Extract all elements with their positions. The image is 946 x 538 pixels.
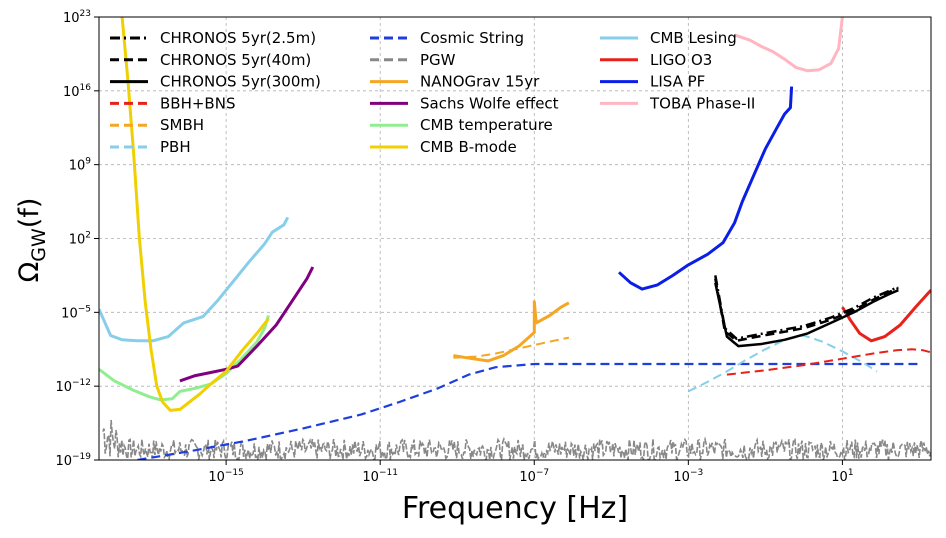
y-tick-label: 10−5 xyxy=(61,304,91,321)
y-tick-exp: 16 xyxy=(80,83,92,93)
x-tick-exp: −7 xyxy=(536,468,549,478)
y-axis-label: ΩGW(f) xyxy=(14,198,50,283)
series-pbh xyxy=(687,334,878,393)
legend-item-chronos-5yr-2-5m: CHRONOS 5yr(2.5m) xyxy=(110,29,316,47)
series-cmb-temperature xyxy=(99,315,270,402)
x-tick-label: 10−3 xyxy=(673,468,703,485)
y-tick-base: 10 xyxy=(55,454,72,469)
series-cmb-lesing xyxy=(99,216,290,343)
series-sachs-wolfe-effect xyxy=(179,266,315,383)
series-cmb-b-mode xyxy=(120,17,270,412)
legend-item-toba-phase-ii: TOBA Phase-II xyxy=(600,94,755,112)
legend-item-bbh-bns: BBH+BNS xyxy=(110,94,235,112)
x-tick-exp: −15 xyxy=(225,468,244,478)
series-cosmic-string xyxy=(137,362,920,460)
legend: CHRONOS 5yr(2.5m) CHRONOS 5yr(40m) CHRONOS… xyxy=(110,29,755,156)
series-smbh xyxy=(453,336,570,359)
y-tick-exp: −19 xyxy=(72,452,91,462)
x-tick-label: 10−15 xyxy=(208,468,244,485)
legend-item-cosmic-string: Cosmic String xyxy=(370,29,524,47)
x-tick-label: 10−11 xyxy=(362,468,398,485)
y-axis-label-sub: GW xyxy=(28,228,50,262)
legend-item-nanograv-15yr: NANOGrav 15yr xyxy=(370,73,540,91)
x-tick-exp: 1 xyxy=(848,468,854,478)
legend-label: PGW xyxy=(420,51,456,69)
legend-item-pgw: PGW xyxy=(370,51,456,69)
legend-item-smbh: SMBH xyxy=(110,116,204,134)
legend-label: NANOGrav 15yr xyxy=(420,73,540,91)
legend-label: Sachs Wolfe effect xyxy=(420,94,559,112)
legend-label: TOBA Phase-II xyxy=(649,94,755,112)
y-axis-label-main: Ω xyxy=(14,262,45,283)
series-chronos-5yr-300m xyxy=(714,282,899,348)
x-tick-base: 10 xyxy=(519,470,536,485)
legend-label: LIGO O3 xyxy=(650,51,712,69)
legend-label: BBH+BNS xyxy=(160,94,235,112)
x-tick-base: 10 xyxy=(831,470,848,485)
x-tick-label: 101 xyxy=(831,468,853,485)
x-tick-exp: −3 xyxy=(690,468,703,478)
legend-label: CHRONOS 5yr(2.5m) xyxy=(160,29,316,47)
legend-label: CHRONOS 5yr(40m) xyxy=(160,51,311,69)
x-tick-base: 10 xyxy=(208,470,225,485)
legend-item-pbh: PBH xyxy=(110,138,191,156)
x-axis-ticks: 10−15 10−11 10−7 10−3 101 xyxy=(208,460,854,485)
y-tick-base: 10 xyxy=(61,306,78,321)
series-lisa-pf xyxy=(617,86,794,291)
y-tick-exp: −5 xyxy=(78,304,91,314)
legend-label: Cosmic String xyxy=(420,29,524,47)
legend-item-chronos-5yr-300m: CHRONOS 5yr(300m) xyxy=(110,73,321,91)
series-chronos-5yr-40m xyxy=(714,278,899,343)
y-tick-exp: 2 xyxy=(85,231,91,241)
legend-label: CMB Lesing xyxy=(650,29,737,47)
y-tick-base: 10 xyxy=(63,11,80,26)
y-tick-base: 10 xyxy=(55,380,72,395)
grid-lines xyxy=(99,17,931,460)
series-chronos-5yr-2-5m xyxy=(714,275,899,340)
legend-label: CHRONOS 5yr(300m) xyxy=(160,73,321,91)
y-tick-base: 10 xyxy=(69,233,86,248)
legend-item-cmb-lesing: CMB Lesing xyxy=(600,29,737,47)
x-tick-exp: −11 xyxy=(379,468,398,478)
series-pgw xyxy=(102,419,931,460)
legend-item-cmb-b-mode: CMB B-mode xyxy=(370,138,517,156)
y-tick-label: 1023 xyxy=(63,9,91,26)
y-tick-exp: 9 xyxy=(85,157,91,167)
legend-label: CMB B-mode xyxy=(420,138,517,156)
legend-label: PBH xyxy=(160,138,191,156)
x-tick-label: 10−7 xyxy=(519,468,549,485)
legend-label: CMB temperature xyxy=(420,116,553,134)
series-nanograv-15yr xyxy=(453,300,570,363)
legend-label: SMBH xyxy=(160,116,204,134)
y-tick-label: 109 xyxy=(69,157,92,174)
y-tick-exp: 23 xyxy=(80,9,91,19)
y-tick-exp: −12 xyxy=(72,378,91,388)
series-toba-phase-ii xyxy=(734,17,844,73)
legend-item-cmb-temperature: CMB temperature xyxy=(370,116,553,134)
y-axis-label-tail: (f) xyxy=(14,198,45,229)
series-layer xyxy=(99,17,931,460)
y-tick-label: 102 xyxy=(69,231,91,248)
series-bbh-bns xyxy=(726,348,931,376)
series-ligo-o3 xyxy=(841,289,931,343)
y-tick-label: 10−19 xyxy=(55,452,91,469)
legend-label: LISA PF xyxy=(650,73,705,91)
y-tick-label: 10−12 xyxy=(55,378,91,395)
x-axis-label: Frequency [Hz] xyxy=(402,491,628,526)
legend-item-sachs-wolfe-effect: Sachs Wolfe effect xyxy=(370,94,559,112)
legend-item-ligo-o3: LIGO O3 xyxy=(600,51,712,69)
legend-item-chronos-5yr-40m: CHRONOS 5yr(40m) xyxy=(110,51,311,69)
y-tick-base: 10 xyxy=(69,159,86,174)
y-tick-base: 10 xyxy=(63,85,80,100)
y-tick-label: 1016 xyxy=(63,83,91,100)
x-tick-base: 10 xyxy=(362,470,379,485)
legend-item-lisa-pf: LISA PF xyxy=(600,73,705,91)
svg-text:ΩGW(f): ΩGW(f) xyxy=(14,198,50,283)
x-tick-base: 10 xyxy=(673,470,690,485)
